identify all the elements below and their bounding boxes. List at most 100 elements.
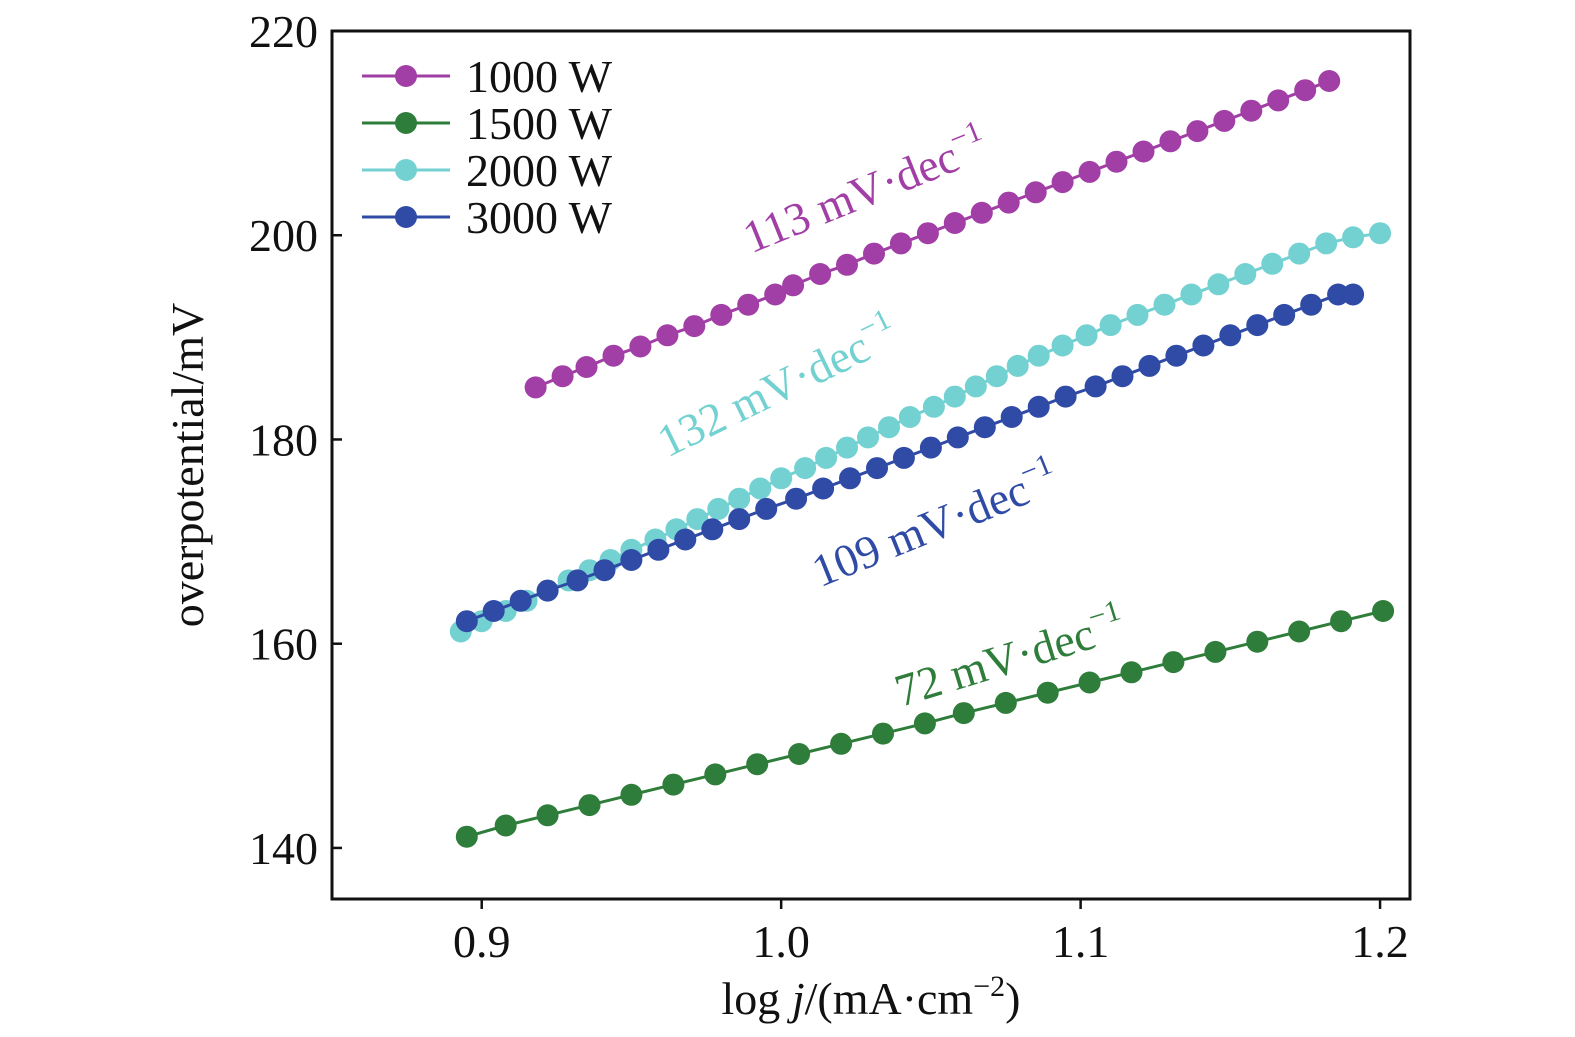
data-point-1500-w bbox=[704, 763, 727, 786]
data-point-2000-w bbox=[964, 375, 987, 398]
data-point-1000-w bbox=[836, 253, 858, 276]
data-point-1500-w bbox=[788, 743, 811, 765]
legend-label-1500-w: 1500 W bbox=[466, 98, 613, 149]
data-point-1000-w bbox=[1159, 130, 1182, 153]
data-point-3000-w bbox=[593, 559, 616, 582]
data-point-1000-w bbox=[737, 293, 760, 316]
data-point-1000-w bbox=[1186, 120, 1209, 143]
data-point-3000-w bbox=[674, 528, 697, 551]
y-tick-label: 180 bbox=[249, 414, 318, 465]
data-point-3000-w bbox=[1000, 406, 1023, 428]
data-point-3000-w bbox=[536, 579, 559, 602]
slope-label-1000-w: 113 mV·dec−1 bbox=[734, 114, 995, 263]
x-axis-label-sup: −2 bbox=[973, 970, 1005, 1003]
data-point-2000-w bbox=[1261, 252, 1284, 275]
slope-label-3000-w: 109 mV·dec−1 bbox=[803, 447, 1066, 597]
data-point-2000-w bbox=[1051, 334, 1074, 357]
x-axis-label-pre: log bbox=[722, 973, 792, 1024]
data-point-3000-w bbox=[620, 549, 643, 571]
data-point-1500-w bbox=[952, 702, 975, 725]
legend-marker-3000-w bbox=[395, 206, 417, 228]
x-tick-label: 1.0 bbox=[752, 916, 810, 967]
data-point-1500-w bbox=[746, 753, 769, 776]
data-point-2000-w bbox=[943, 385, 966, 408]
data-point-1000-w bbox=[889, 232, 912, 255]
y-tick-label: 200 bbox=[249, 210, 318, 261]
data-point-3000-w bbox=[566, 569, 589, 592]
legend-label-1000-w: 1000 W bbox=[466, 51, 613, 102]
data-point-2000-w bbox=[836, 436, 858, 459]
data-point-1000-w bbox=[524, 376, 547, 399]
y-tick-label: 160 bbox=[249, 619, 318, 670]
data-point-1500-w bbox=[494, 814, 517, 837]
data-point-1000-w bbox=[1078, 160, 1101, 183]
data-point-3000-w bbox=[455, 610, 478, 633]
legend-entry-1000-w: 1000 W bbox=[362, 51, 613, 102]
data-point-2000-w bbox=[770, 467, 793, 490]
data-point-1000-w bbox=[629, 335, 652, 358]
data-point-2000-w bbox=[1075, 324, 1098, 347]
data-point-3000-w bbox=[1084, 375, 1107, 398]
data-point-3000-w bbox=[1300, 293, 1323, 316]
data-point-2000-w bbox=[985, 365, 1008, 388]
plot-frame bbox=[330, 29, 1412, 901]
legend-label-3000-w: 3000 W bbox=[466, 192, 613, 243]
data-point-3000-w bbox=[728, 508, 751, 531]
y-tick-label: 220 bbox=[249, 6, 318, 57]
data-point-2000-w bbox=[1234, 263, 1257, 285]
data-point-1000-w bbox=[970, 201, 993, 224]
data-point-1500-w bbox=[1036, 681, 1059, 704]
x-axis-label-close: ) bbox=[1005, 973, 1020, 1024]
data-point-1000-w bbox=[1318, 70, 1341, 92]
y-axis-ticks: 140 160 180 200 220 bbox=[249, 6, 342, 874]
legend-marker-1000-w bbox=[395, 65, 417, 87]
data-point-1500-w bbox=[1330, 610, 1353, 633]
data-point-2000-w bbox=[1006, 354, 1029, 377]
data-point-3000-w bbox=[839, 467, 861, 490]
data-point-2000-w bbox=[1126, 303, 1149, 326]
data-point-1000-w bbox=[1294, 79, 1317, 102]
data-point-3000-w bbox=[785, 487, 808, 510]
data-point-1500-w bbox=[872, 722, 894, 745]
y-axis-label: overpotential/mV bbox=[162, 303, 213, 627]
data-point-1500-w bbox=[455, 825, 478, 848]
x-axis-label-italic: j bbox=[787, 973, 805, 1024]
data-point-2000-w bbox=[878, 416, 900, 439]
data-point-2000-w bbox=[749, 477, 772, 500]
data-point-1000-w bbox=[1051, 171, 1074, 194]
slope-label-text: 72 mV·dec bbox=[889, 608, 1101, 717]
data-point-1000-w bbox=[943, 212, 966, 234]
legend-marker-1500-w bbox=[395, 112, 417, 134]
x-tick-label: 0.9 bbox=[453, 916, 511, 967]
data-point-2000-w bbox=[1099, 314, 1122, 337]
data-point-1500-w bbox=[913, 712, 936, 735]
data-point-2000-w bbox=[857, 426, 879, 449]
series-1000-w bbox=[524, 70, 1341, 399]
data-point-3000-w bbox=[866, 457, 888, 480]
data-point-1000-w bbox=[575, 356, 598, 378]
data-point-3000-w bbox=[1273, 303, 1296, 326]
data-point-1500-w bbox=[1162, 651, 1185, 674]
data-point-1000-w bbox=[1132, 140, 1155, 163]
data-point-2000-w bbox=[794, 457, 817, 480]
legend-label-2000-w: 2000 W bbox=[466, 145, 613, 196]
data-point-1500-w bbox=[1120, 661, 1143, 684]
data-point-1500-w bbox=[620, 783, 643, 806]
data-point-1500-w bbox=[662, 773, 685, 796]
data-point-2000-w bbox=[1027, 344, 1050, 367]
x-tick-label: 1.1 bbox=[1052, 916, 1110, 967]
data-point-1000-w bbox=[764, 283, 787, 306]
data-point-3000-w bbox=[1111, 365, 1134, 388]
legend-entry-2000-w: 2000 W bbox=[362, 145, 613, 196]
legend-entry-3000-w: 3000 W bbox=[362, 192, 613, 243]
x-axis-label-post: /(mA·cm bbox=[805, 973, 974, 1024]
data-point-1000-w bbox=[1240, 99, 1263, 122]
data-point-2000-w bbox=[707, 497, 730, 520]
data-point-2000-w bbox=[1180, 283, 1203, 306]
legend-marker-2000-w bbox=[395, 159, 417, 181]
x-axis-ticks: 0.9 1.0 1.1 1.2 bbox=[453, 899, 1409, 967]
data-point-1500-w bbox=[1288, 620, 1311, 643]
data-point-1000-w bbox=[1024, 181, 1047, 204]
data-point-1500-w bbox=[830, 732, 853, 755]
